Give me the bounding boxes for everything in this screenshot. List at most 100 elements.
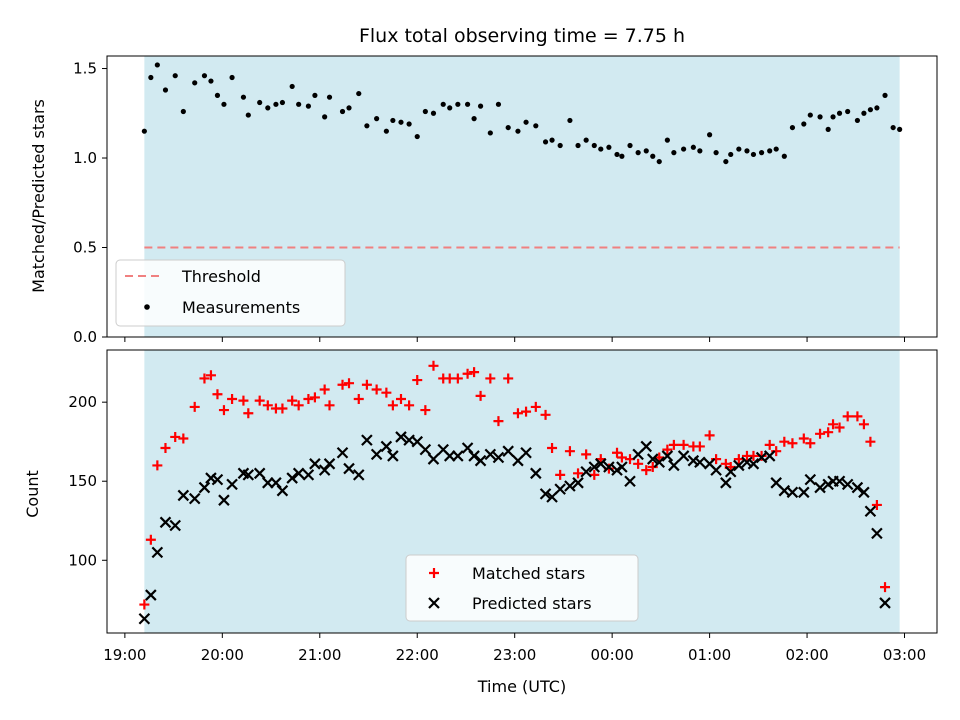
legend-predicted-swatch: [428, 597, 440, 609]
measurement-point: [273, 101, 279, 107]
matched-star-point: [152, 460, 163, 471]
matched-star-point: [779, 436, 790, 447]
matched-star-point: [787, 438, 798, 449]
measurement-point: [781, 153, 787, 159]
predicted-star-point: [588, 461, 601, 473]
predicted-star-point: [624, 475, 636, 488]
matched-star-point: [662, 444, 673, 455]
measurement-point: [744, 148, 750, 154]
measurement-point: [214, 92, 221, 98]
predicted-star-point: [871, 527, 883, 540]
predicted-star-point: [851, 481, 864, 494]
measurement-point: [221, 101, 227, 107]
measurement-point: [836, 110, 843, 116]
legend-box-bottom: [405, 554, 639, 622]
x-tick-label: 22:00: [396, 646, 439, 664]
measurement-point: [339, 108, 346, 115]
measurement-point: [830, 114, 836, 120]
legend-predicted-label: Predicted stars: [472, 594, 592, 613]
matched-star-point: [254, 395, 265, 406]
x-ticks-top: [124, 337, 906, 342]
panel-ratio: 0.0 0.5 1.0 1.5 Flux total observing time =…: [29, 25, 938, 346]
matched-star-point: [668, 439, 679, 450]
predicted-star-point: [763, 450, 776, 462]
matched-star-point: [871, 499, 882, 510]
predicted-star-point: [833, 475, 846, 488]
measurement-point: [312, 92, 318, 98]
predicted-star-point: [720, 477, 732, 489]
measurement-point: [736, 146, 742, 152]
chart-title: Flux total observing time = 7.75 h: [359, 25, 685, 47]
legend-threshold-label: Threshold: [181, 267, 261, 286]
measurement-point: [681, 146, 687, 152]
matched-star-point: [564, 446, 575, 457]
matched-star-point: [303, 394, 314, 405]
predicted-star-point: [343, 462, 355, 475]
measurement-point: [245, 112, 251, 118]
matched-star-point: [387, 400, 398, 411]
measurement-point: [650, 153, 656, 159]
matched-star-point: [404, 400, 415, 411]
x-ticks-bottom: 19:00 20:00 21:00 22:00 23:00 00:00 01:00 02:00…: [103, 633, 926, 664]
measurement-point: [398, 119, 404, 125]
measurement-point: [697, 148, 703, 154]
matched-star-point: [309, 392, 320, 403]
matched-star-point: [828, 419, 839, 430]
predicted-star-point: [177, 489, 190, 502]
measurement-point: [257, 99, 263, 106]
y-tick-label: 150: [68, 472, 97, 490]
measurement-point: [148, 74, 154, 81]
predicted-star-point: [640, 440, 653, 453]
axes-frame-top: [106, 55, 938, 338]
predicted-star-point: [145, 589, 157, 601]
predicted-star-point: [798, 486, 810, 499]
matched-star-point: [589, 469, 600, 480]
y-tick-label: 100: [68, 551, 97, 569]
predicted-star-point: [387, 450, 399, 462]
axes-frame-bottom: [106, 349, 938, 634]
measurement-point: [172, 73, 178, 79]
measurement-point: [542, 139, 549, 145]
matched-star-point: [530, 401, 541, 412]
matched-star-point: [805, 438, 816, 449]
measurement-point: [305, 103, 312, 109]
matched-star-point: [815, 428, 826, 439]
measurement-point: [861, 110, 867, 116]
matched-star-point: [277, 403, 288, 414]
measurement-point: [364, 123, 370, 129]
predicted-star-point: [661, 450, 674, 462]
matched-star-point: [756, 450, 767, 461]
measurement-point: [591, 142, 597, 149]
matched-star-point: [381, 387, 392, 398]
measurement-point: [789, 124, 796, 131]
measurement-point: [356, 90, 362, 97]
measurement-point: [619, 153, 625, 159]
measurement-point: [671, 150, 677, 156]
x-tick-label: 23:00: [493, 646, 536, 664]
measurement-point: [890, 124, 896, 131]
predicted-star-point: [218, 494, 230, 506]
predicted-star-point: [361, 434, 373, 446]
measurement-point: [897, 126, 903, 132]
predicted-star-point: [616, 461, 628, 473]
predicted-star-point: [242, 469, 255, 481]
measurement-point: [240, 94, 247, 100]
matched-star-point: [160, 443, 171, 454]
measurement-point: [192, 80, 198, 86]
measurement-point: [154, 62, 160, 68]
predicted-star-point: [530, 467, 542, 480]
measurement-point: [447, 105, 453, 111]
measurement-point: [208, 78, 214, 84]
measurement-point: [440, 101, 446, 107]
measurement-point: [825, 126, 831, 132]
measurement-point: [455, 101, 461, 107]
predicted-star-point: [733, 459, 745, 472]
matched-star-point: [319, 384, 330, 395]
y-ticks-top: 0.0 0.5 1.0 1.5: [73, 60, 107, 346]
matched-star-point: [798, 433, 809, 444]
measurement-point: [845, 108, 851, 115]
x-axis-label: Time (UTC): [477, 677, 566, 696]
measurement-point: [430, 110, 437, 116]
measurement-point: [406, 121, 412, 127]
measurement-point: [374, 116, 380, 122]
